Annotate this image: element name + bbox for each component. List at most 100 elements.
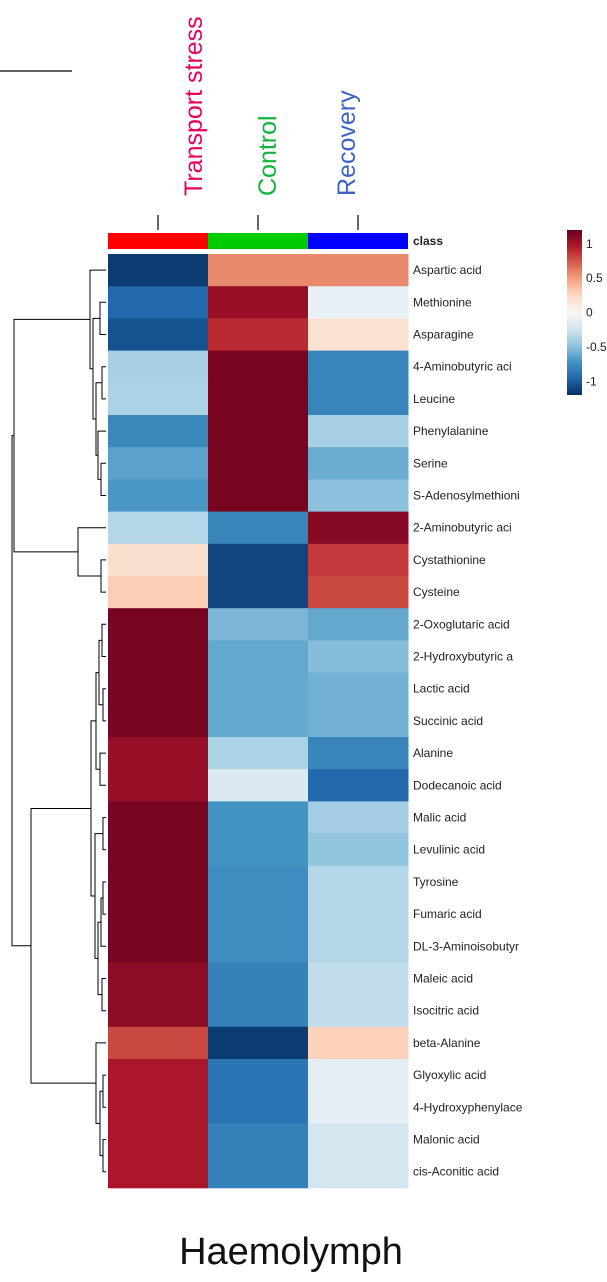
heatmap-cell [208,1059,309,1092]
heatmap-cell [208,737,309,770]
heatmap-cell [108,704,209,738]
heatmap-cell [208,962,309,996]
row-label: Cysteine [413,585,460,599]
heatmap-cell [208,511,309,545]
heatmap-cell [208,801,309,835]
heatmap-cell [308,1059,409,1092]
heatmap-cell [308,350,409,384]
heatmap-cell [308,1123,409,1157]
heatmap-cell [308,1091,409,1124]
heatmap-cell [208,1026,309,1060]
heatmap-cell [308,865,409,899]
heatmap-cell [108,543,209,577]
heatmap-cell [108,350,209,384]
heatmap-cell [308,318,409,352]
row-label: Aspartic acid [413,263,482,277]
heatmap-cell [208,543,309,577]
heatmap-cell [308,254,409,287]
color-scale-tick-label: -0.5 [586,340,607,354]
heatmap-cell [208,1123,309,1157]
heatmap-cell [108,1155,209,1189]
row-label: Dodecanoic acid [413,778,502,792]
row-label: Malic acid [413,811,466,825]
heatmap-cell [208,994,309,1028]
heatmap-cell [108,640,209,674]
row-label: Lactic acid [413,682,470,696]
heatmap-cell [108,576,209,609]
heatmap-cell [308,543,409,577]
row-labels: Aspartic acid Methionine Asparagine 4-Amino… [413,263,523,1179]
heatmap-cell [108,737,209,770]
heatmap-cell [308,447,409,480]
heatmap-cell [108,1091,209,1124]
heatmap-cell [308,286,409,319]
row-label: Methionine [413,295,472,309]
row-label: 2-Aminobutyric aci [413,521,512,535]
heatmap-cell [208,382,309,416]
class-bar-segment [208,233,308,249]
heatmap-cell [108,479,209,513]
row-label: cis-Aconitic acid [413,1165,499,1179]
column-ticks [157,215,359,230]
heatmap-cell [208,479,309,513]
column-label-0: Transport stress [180,16,208,196]
heatmap-cell [208,704,309,738]
heatmap-cell [208,672,309,706]
row-label: 4-Aminobutyric aci [413,360,512,374]
row-label: 2-Hydroxybutyric a [413,650,513,664]
column-label-2: Recovery [333,90,361,196]
heatmap-cell [208,318,309,352]
row-label: 2-Oxoglutaric acid [413,617,510,631]
heatmap-cell [208,833,309,867]
heatmap-cell [208,415,309,448]
heatmap-cell [108,833,209,867]
heatmap-cell [308,576,409,609]
row-dendrogram [11,269,106,1173]
heatmap-cell [308,930,409,963]
row-label: Isocitric acid [413,1004,479,1018]
heatmap-cell [208,769,309,802]
heatmap-cell [108,286,209,319]
heatmap-cell [308,994,409,1028]
heatmap-cell [208,1091,309,1124]
row-label: Cystathionine [413,553,486,567]
heatmap-cell [108,801,209,835]
color-scale-tick-label: 0.5 [586,271,603,285]
row-label: beta-Alanine [413,1036,481,1050]
heatmap-cell [308,737,409,770]
row-label: Levulinic acid [413,843,485,857]
heatmap-cell [308,801,409,835]
row-label: Maleic acid [413,972,473,986]
heatmap-cell [308,962,409,996]
heatmap-cell [208,898,309,931]
heatmap-cell [308,833,409,867]
heatmap-cell [108,511,209,545]
heatmap-cell [108,672,209,706]
heatmap-cell [308,608,409,641]
heatmap-cell [208,254,309,287]
heatmap-cell [208,576,309,609]
heatmap-cells [108,254,409,1189]
row-label: Malonic acid [413,1133,480,1147]
heatmap-cell [108,930,209,963]
heatmap-cell [108,415,209,448]
color-scale-tick-label: -1 [586,374,597,388]
row-label: Tyrosine [413,875,459,889]
color-scale-bar [567,230,582,395]
row-label: DL-3-Aminoisobutyr [413,939,519,953]
heatmap-cell [208,350,309,384]
heatmap-cell [208,608,309,641]
heatmap-cell [308,704,409,738]
heatmap-cell [108,1123,209,1157]
heatmap-cell [208,640,309,674]
class-bar-segment [308,233,408,249]
heatmap-cell [308,769,409,802]
row-label: Alanine [413,746,453,760]
row-label: Serine [413,456,448,470]
heatmap-cell [308,511,409,545]
heatmap-cell [108,254,209,287]
row-label: 4-Hydroxyphenylace [413,1100,523,1114]
class-bar-segment [108,233,208,249]
heatmap-cell [108,447,209,480]
